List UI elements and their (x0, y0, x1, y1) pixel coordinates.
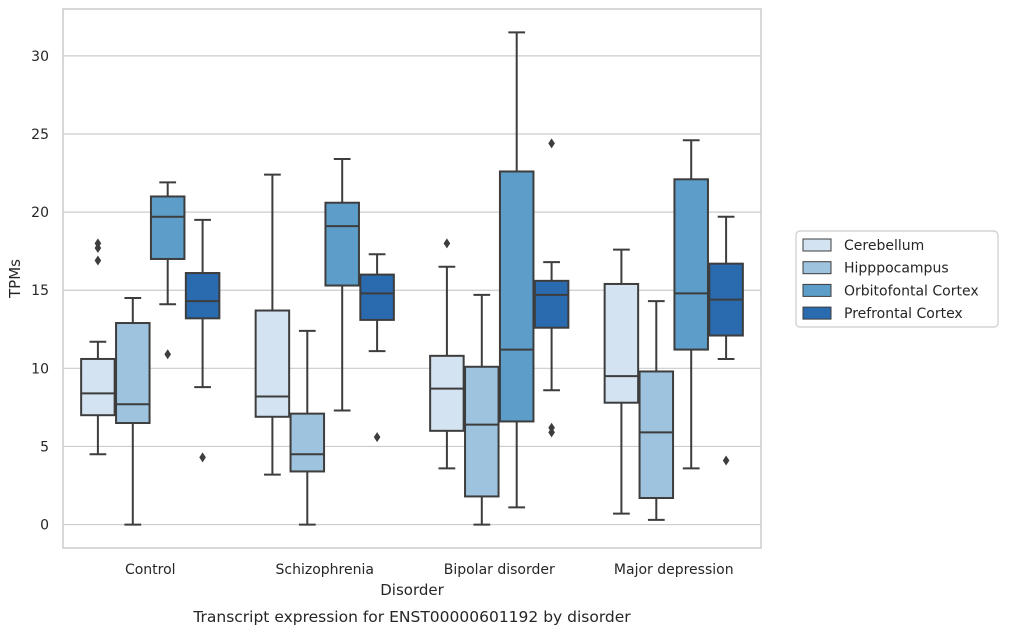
box-hipppocampus-1 (289, 329, 326, 526)
box-prefrontal-cortex-0 (184, 218, 221, 463)
plot-frame (62, 8, 762, 549)
box-orbitofontal-cortex-0 (149, 181, 186, 360)
legend-label: Cerebellum (844, 238, 924, 254)
box-iqr (149, 195, 186, 260)
box-hipppocampus-2 (464, 293, 500, 526)
legend-swatch (802, 283, 832, 297)
y-tick-label: 25 (31, 127, 49, 143)
box-iqr (533, 279, 570, 329)
outlier-point (722, 455, 730, 466)
box-orbitofontal-cortex-1 (324, 157, 360, 412)
box-cerebellum-0 (80, 238, 116, 456)
y-tick-label: 0 (40, 518, 49, 534)
legend-swatch (802, 261, 832, 275)
x-tick-label: Control (125, 562, 176, 578)
legend-label: Orbitofontal Cortex (844, 283, 979, 299)
box-hipppocampus-0 (115, 297, 151, 526)
box-iqr (498, 170, 535, 423)
box-iqr (115, 322, 151, 425)
outlier-point (548, 422, 555, 433)
box-groups (80, 31, 744, 526)
box-cerebellum-1 (254, 173, 291, 476)
box-hipppocampus-3 (638, 300, 675, 521)
box-iqr (80, 357, 116, 417)
outlier-point (199, 452, 206, 463)
box-iqr (254, 309, 291, 418)
y-tick-labels: 0 5 10 15 20 25 30 (31, 49, 49, 534)
outlier-point (373, 432, 381, 443)
outlier-point (443, 238, 451, 249)
box-iqr (464, 365, 500, 498)
box-orbitofontal-cortex-3 (673, 139, 709, 470)
box-cerebellum-3 (603, 248, 640, 515)
box-iqr (289, 412, 326, 473)
x-tick-label: Schizophrenia (276, 562, 374, 578)
box-orbitofontal-cortex-2 (498, 31, 535, 509)
box-prefrontal-cortex-3 (708, 215, 744, 466)
box-cerebellum-2 (429, 238, 465, 470)
legend-label: Hipppocampus (844, 261, 949, 277)
outlier-point (94, 255, 102, 266)
y-axis-title: TPMs (6, 259, 24, 299)
box-iqr (359, 273, 395, 321)
box-prefrontal-cortex-1 (359, 253, 395, 443)
x-tick-label: Major depression (614, 562, 734, 578)
box-prefrontal-cortex-2 (533, 138, 570, 438)
outlier-point (548, 138, 555, 149)
y-tick-label: 20 (31, 205, 49, 221)
box-iqr (184, 272, 221, 320)
legend-label: Prefrontal Cortex (844, 306, 963, 322)
y-tick-label: 30 (31, 49, 49, 65)
box-iqr (603, 282, 640, 404)
box-iqr (638, 370, 675, 500)
box-iqr (324, 201, 360, 287)
x-tick-labels: Control Schizophrenia Bipolar disorder Majo… (125, 562, 734, 578)
legend: Cerebellum Hipppocampus Orbitofontal Corte… (795, 230, 999, 328)
y-tick-label: 10 (31, 361, 49, 377)
x-tick-label: Bipolar disorder (444, 562, 555, 578)
legend-swatch (802, 238, 832, 252)
legend-swatch (802, 306, 832, 320)
legend-frame (795, 230, 999, 328)
box-iqr (429, 354, 465, 432)
x-axis-title: Disorder (380, 581, 444, 599)
y-tick-label: 5 (40, 439, 49, 455)
y-tick-label: 15 (31, 283, 49, 299)
box-iqr (673, 178, 709, 351)
figure-caption: Transcript expression for ENST0000060119… (192, 608, 631, 626)
outlier-point (164, 349, 171, 360)
outlier-point (94, 238, 102, 249)
